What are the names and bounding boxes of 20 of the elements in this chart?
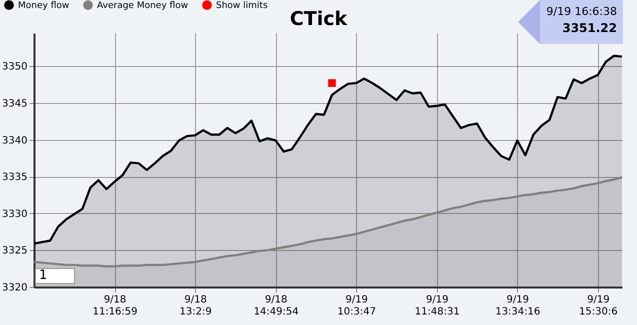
y-tick-label: 3325 (2, 246, 28, 257)
text-field: 1 (35, 268, 75, 284)
legend-label: Show limits (216, 1, 268, 12)
x-tick-label: 9/19 10:3:47 (337, 294, 376, 318)
x-tick-label: 9/19 11:48:31 (414, 294, 460, 318)
x-tick-label: 9/18 11:16:59 (92, 294, 138, 318)
annotation: 3351.22 (561, 20, 617, 37)
y-tick-label: 3320 (2, 282, 28, 294)
legend-label: Money flow (18, 1, 70, 12)
y-tick-label: 3335 (2, 172, 28, 184)
x-tick-label: 9/18 14:49:54 (254, 294, 299, 318)
y-tick-label: 3350 (2, 62, 28, 73)
x-tick-label: 9/19 15:30:6 (579, 294, 618, 318)
x-tick-label: 9/19 13:34:16 (495, 294, 540, 318)
legend-label: Average Money flow (97, 1, 188, 12)
x-tick-label: 9/18 13:2:9 (180, 294, 212, 318)
chart-title: CTick (290, 8, 348, 30)
y-tick-label: 3340 (2, 135, 28, 146)
y-tick-label: 3345 (2, 98, 28, 110)
y-tick-label: 3330 (2, 208, 28, 220)
